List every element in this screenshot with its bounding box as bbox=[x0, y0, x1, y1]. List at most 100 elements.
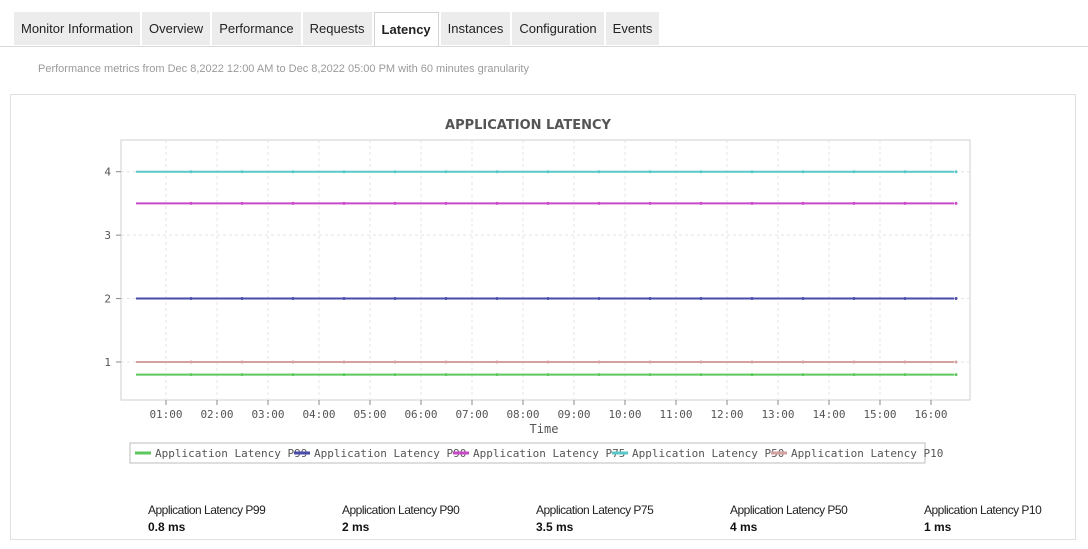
x-tick-label: 03:00 bbox=[251, 408, 284, 421]
data-point bbox=[648, 360, 652, 364]
chart-panel: APPLICATION LATENCY 1 2 3 4 01:00 02:00 03:00… bbox=[10, 94, 1076, 540]
data-point bbox=[903, 373, 907, 377]
data-point bbox=[801, 201, 805, 205]
tab-bar: Monitor Information Overview Performance… bbox=[14, 12, 660, 47]
data-point bbox=[291, 297, 295, 301]
x-tick-label: 02:00 bbox=[200, 408, 233, 421]
y-tick-label: 1 bbox=[104, 356, 111, 369]
data-point bbox=[240, 201, 244, 205]
chart-title: APPLICATION LATENCY bbox=[445, 118, 611, 133]
stat-value: 1 ms bbox=[924, 520, 952, 534]
y-tick-label: 4 bbox=[104, 166, 111, 179]
data-point bbox=[189, 373, 193, 377]
data-point bbox=[954, 373, 958, 377]
stat-name: Application Latency P99 bbox=[148, 503, 266, 517]
stat-name: Application Latency P75 bbox=[536, 503, 654, 517]
y-tick-label: 3 bbox=[104, 229, 111, 242]
x-tick-label: 13:00 bbox=[761, 408, 794, 421]
data-point bbox=[750, 360, 754, 364]
data-point bbox=[291, 360, 295, 364]
data-point bbox=[852, 201, 856, 205]
stat-p50: Application Latency P50 4 ms bbox=[730, 503, 848, 534]
data-point bbox=[444, 201, 448, 205]
data-point bbox=[801, 360, 805, 364]
data-point bbox=[546, 373, 550, 377]
data-point bbox=[342, 373, 346, 377]
latency-stats: Application Latency P99 0.8 ms Applicati… bbox=[0, 503, 1088, 543]
data-point bbox=[699, 170, 703, 174]
legend: Application Latency P99 Application Laten… bbox=[135, 447, 943, 460]
stat-p75: Application Latency P75 3.5 ms bbox=[536, 503, 654, 534]
stat-p99: Application Latency P99 0.8 ms bbox=[148, 503, 266, 534]
data-point bbox=[903, 360, 907, 364]
data-point bbox=[342, 297, 346, 301]
data-point bbox=[597, 297, 601, 301]
data-point bbox=[750, 201, 754, 205]
tab-configuration[interactable]: Configuration bbox=[512, 12, 604, 45]
tab-overview[interactable]: Overview bbox=[142, 12, 211, 45]
data-point bbox=[597, 170, 601, 174]
data-point bbox=[342, 360, 346, 364]
x-tick-label: 10:00 bbox=[608, 408, 641, 421]
tab-requests[interactable]: Requests bbox=[302, 12, 372, 45]
data-point bbox=[546, 201, 550, 205]
legend-label: Application Latency P10 bbox=[791, 447, 943, 460]
data-point bbox=[750, 297, 754, 301]
data-point bbox=[495, 201, 499, 205]
x-tick-label: 11:00 bbox=[659, 408, 692, 421]
data-point bbox=[699, 373, 703, 377]
data-point bbox=[648, 373, 652, 377]
tab-events[interactable]: Events bbox=[605, 12, 660, 45]
data-point bbox=[495, 360, 499, 364]
data-point bbox=[291, 373, 295, 377]
data-point bbox=[903, 297, 907, 301]
data-point bbox=[240, 297, 244, 301]
data-point bbox=[342, 170, 346, 174]
data-point bbox=[342, 201, 346, 205]
data-point bbox=[801, 297, 805, 301]
data-point bbox=[495, 170, 499, 174]
x-axis-ticks: 01:00 02:00 03:00 04:00 05:00 06:00 07:00 08:00… bbox=[149, 400, 948, 421]
x-tick-label: 09:00 bbox=[557, 408, 590, 421]
data-point bbox=[954, 201, 958, 205]
stat-p90: Application Latency P90 2 ms bbox=[342, 503, 460, 534]
stat-value: 4 ms bbox=[730, 520, 758, 534]
legend-label: Application Latency P50 bbox=[632, 447, 784, 460]
data-point bbox=[903, 201, 907, 205]
data-point bbox=[291, 201, 295, 205]
metrics-range-text: Performance metrics from Dec 8,2022 12:0… bbox=[38, 63, 529, 75]
y-tick-label: 2 bbox=[104, 293, 111, 306]
data-point bbox=[393, 170, 397, 174]
data-point bbox=[189, 297, 193, 301]
x-tick-label: 07:00 bbox=[455, 408, 488, 421]
data-point bbox=[444, 373, 448, 377]
tab-performance[interactable]: Performance bbox=[212, 12, 301, 45]
data-point bbox=[954, 170, 958, 174]
tab-instances[interactable]: Instances bbox=[440, 12, 511, 45]
x-tick-label: 01:00 bbox=[149, 408, 182, 421]
data-point bbox=[240, 170, 244, 174]
series-lines bbox=[136, 170, 958, 377]
grid-lines bbox=[121, 140, 970, 400]
data-point bbox=[291, 170, 295, 174]
data-point bbox=[393, 373, 397, 377]
y-axis-ticks: 1 2 3 4 bbox=[104, 166, 121, 369]
data-point bbox=[903, 170, 907, 174]
data-point bbox=[852, 373, 856, 377]
x-tick-label: 12:00 bbox=[710, 408, 743, 421]
data-point bbox=[954, 297, 958, 301]
x-axis-label: Time bbox=[530, 422, 559, 436]
stat-name: Application Latency P10 bbox=[924, 503, 1042, 517]
data-point bbox=[852, 170, 856, 174]
tab-monitor-information[interactable]: Monitor Information bbox=[14, 12, 140, 45]
x-tick-label: 14:00 bbox=[812, 408, 845, 421]
data-point bbox=[495, 297, 499, 301]
stat-value: 3.5 ms bbox=[536, 520, 574, 534]
data-point bbox=[801, 170, 805, 174]
data-point bbox=[393, 201, 397, 205]
data-point bbox=[699, 297, 703, 301]
x-tick-label: 06:00 bbox=[404, 408, 437, 421]
data-point bbox=[954, 360, 958, 364]
tab-latency[interactable]: Latency bbox=[373, 12, 439, 47]
data-point bbox=[189, 360, 193, 364]
